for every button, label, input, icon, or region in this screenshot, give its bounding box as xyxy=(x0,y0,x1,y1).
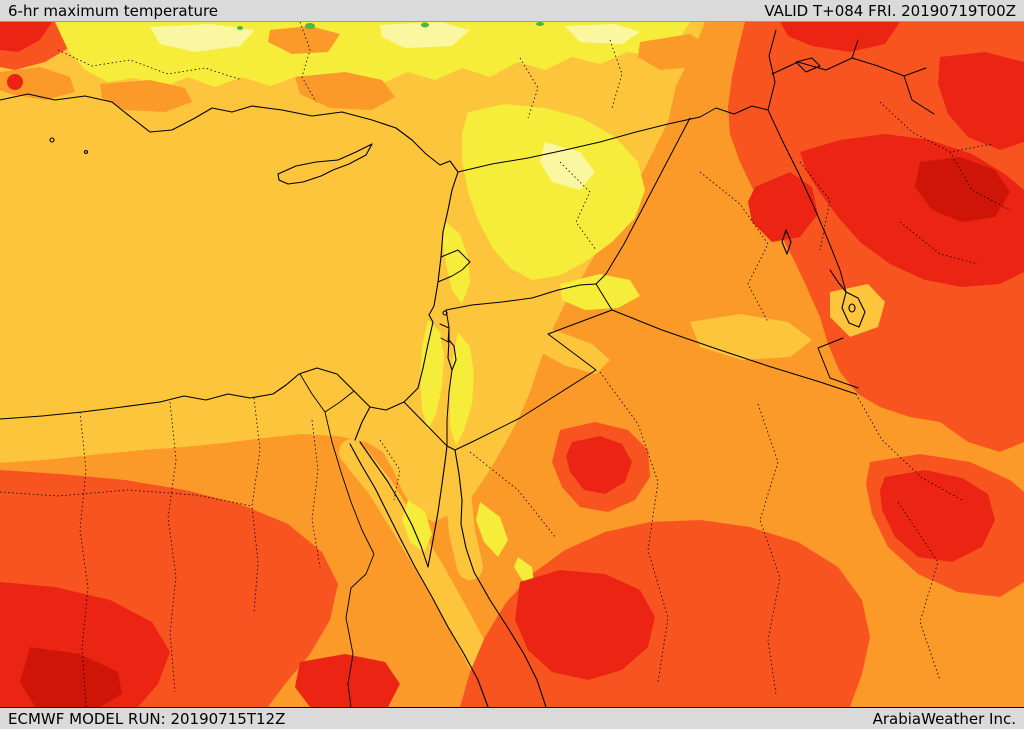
model-run-label: ECMWF MODEL RUN: 20190715T12Z xyxy=(8,709,286,728)
coast-saudi-red-sea xyxy=(454,449,547,707)
border-iran-turkey xyxy=(767,29,777,111)
valid-time-label: VALID T+084 FRI. 20190719T00Z xyxy=(764,1,1016,20)
temp-region-yellow-syria xyxy=(462,104,645,280)
temp-region-yellow-hejaz2 xyxy=(514,557,534,584)
cyprus-island xyxy=(277,143,373,185)
temp-region-gold-jazira xyxy=(690,314,812,360)
temp-region-red-topleft xyxy=(0,22,52,52)
admin-boundary-layer xyxy=(0,22,1011,707)
temp-region-green-specks xyxy=(237,22,544,30)
persian-gulf-head xyxy=(829,269,866,328)
temperature-map xyxy=(0,22,1024,707)
border-syria-iraq xyxy=(595,117,691,285)
nile-river xyxy=(299,373,375,707)
coast-suez-canal xyxy=(354,406,371,441)
temp-region-yellow-hejaz xyxy=(476,502,508,557)
dead-sea xyxy=(447,339,457,371)
product-title: 6-hr maximum temperature xyxy=(8,1,219,20)
border-iraq-saudi xyxy=(611,309,857,395)
provider-credit: ArabiaWeather Inc. xyxy=(872,709,1016,728)
temp-region-darkred-iraq xyxy=(915,157,1010,222)
temp-region-pale3 xyxy=(565,24,640,44)
coast-aqaba-head xyxy=(446,445,456,451)
coast-sinai-east xyxy=(427,445,448,568)
border-jordan-valley xyxy=(445,309,453,447)
temp-region-red-dot xyxy=(7,74,23,90)
temp-region-yellow-sinai xyxy=(402,500,432,552)
border-jordan-iraq xyxy=(595,283,613,311)
border-turkey-iraq xyxy=(699,105,769,118)
map-viewport xyxy=(0,22,1024,707)
river-layer xyxy=(299,373,375,707)
aegean-islets xyxy=(49,137,89,155)
temp-region-darkred-egypt xyxy=(20,647,122,707)
lake-van xyxy=(795,57,821,73)
temp-region-orange2 xyxy=(100,80,192,112)
temp-region-pale1 xyxy=(150,24,255,52)
temp-region-red-saudi-center xyxy=(515,570,655,680)
temp-region-yellow-israel xyxy=(420,320,444,430)
border-syria-jordan xyxy=(445,283,597,311)
temp-region-pale4 xyxy=(540,142,595,190)
temp-region-red-top xyxy=(780,22,900,52)
border-iraq-iran xyxy=(767,109,847,293)
lakes xyxy=(442,57,821,371)
country-border-layer xyxy=(403,29,935,451)
coast-egypt-red-sea xyxy=(349,443,489,707)
footer-bar: ECMWF MODEL RUN: 20190715T12Z ArabiaWeat… xyxy=(0,707,1024,729)
temp-region-red-bottom-center xyxy=(295,654,400,707)
temp-region-orange1 xyxy=(295,72,395,110)
temp-region-red-jawf-core xyxy=(566,436,632,494)
lake-tharthar xyxy=(781,229,792,255)
temp-region-gold-gulf xyxy=(830,284,885,337)
border-west-bank xyxy=(439,323,450,343)
temp-region-red-iraq-west xyxy=(748,172,818,242)
header-bar: 6-hr maximum temperature VALID T+084 FRI… xyxy=(0,0,1024,22)
temp-region-orange4 xyxy=(638,34,710,70)
border-kuwait xyxy=(817,337,859,389)
temp-region-red-topright xyxy=(938,52,1024,150)
temp-region-orange5 xyxy=(268,26,340,54)
border-turkey-syria xyxy=(457,116,701,173)
border-caucasus xyxy=(771,39,935,115)
border-jordan-saudi xyxy=(454,309,613,451)
temp-region-pale2 xyxy=(380,22,470,48)
temp-region-yellow-syria-south xyxy=(560,274,640,310)
border-egypt-israel xyxy=(403,401,448,447)
temp-region-red-southeast xyxy=(880,470,995,562)
temperature-fill-layer xyxy=(0,22,1024,707)
border-lebanon xyxy=(437,249,471,283)
coast-sinai-west xyxy=(359,441,429,568)
temp-region-yellow-lebanon xyxy=(442,222,470,304)
